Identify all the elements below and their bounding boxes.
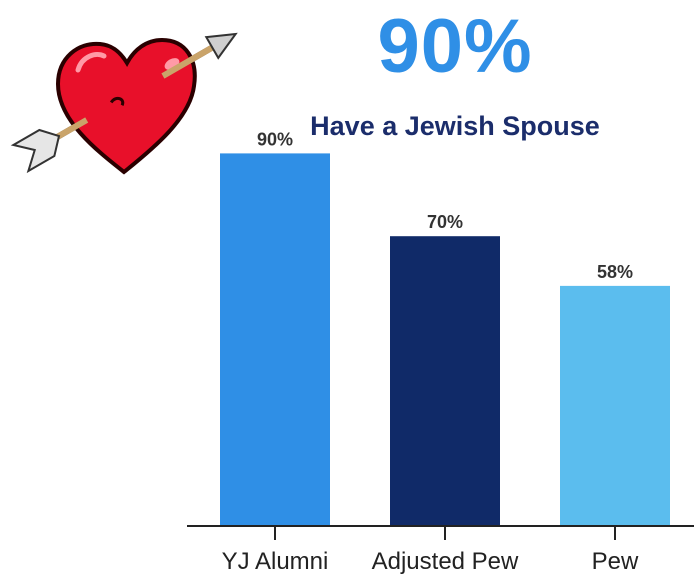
bar-value-label-2: 58% [597, 262, 633, 282]
chart-subtitle: Have a Jewish Spouse [310, 111, 600, 141]
bar-2 [560, 285, 670, 526]
bar-1 [390, 236, 500, 526]
x-tick-label-0: YJ Alumni [222, 548, 329, 575]
x-tick-label-1: Adjusted Pew [372, 548, 519, 575]
bar-value-label-1: 70% [427, 212, 463, 232]
bar-0 [220, 153, 330, 526]
heart-with-arrow-icon [10, 32, 238, 175]
bar-value-label-0: 90% [257, 129, 293, 149]
headline-percentage: 90% [377, 4, 533, 89]
x-tick-label-2: Pew [592, 548, 639, 575]
